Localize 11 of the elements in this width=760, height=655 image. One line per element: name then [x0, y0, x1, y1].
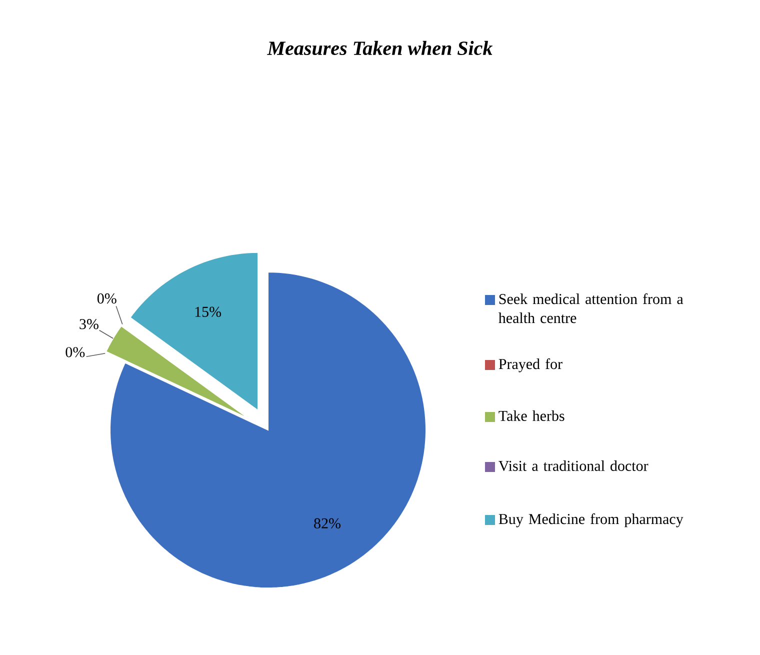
legend-label: Buy Medicine from pharmacy [498, 513, 684, 528]
text: 0% [66, 347, 85, 358]
legend-label: Take herbs [498, 410, 564, 421]
data-label: 82% [314, 518, 340, 528]
legend-label: Visit a traditional doctor [498, 460, 648, 472]
legend-label: Seek medical attention from a health centre [498, 293, 684, 324]
data-label: 15% [195, 306, 222, 317]
legend-label: Prayed for [498, 358, 562, 372]
text: 0% [97, 293, 116, 304]
data-label: 3% [80, 319, 98, 330]
chart-title: Measures Taken when Sick [267, 40, 493, 56]
